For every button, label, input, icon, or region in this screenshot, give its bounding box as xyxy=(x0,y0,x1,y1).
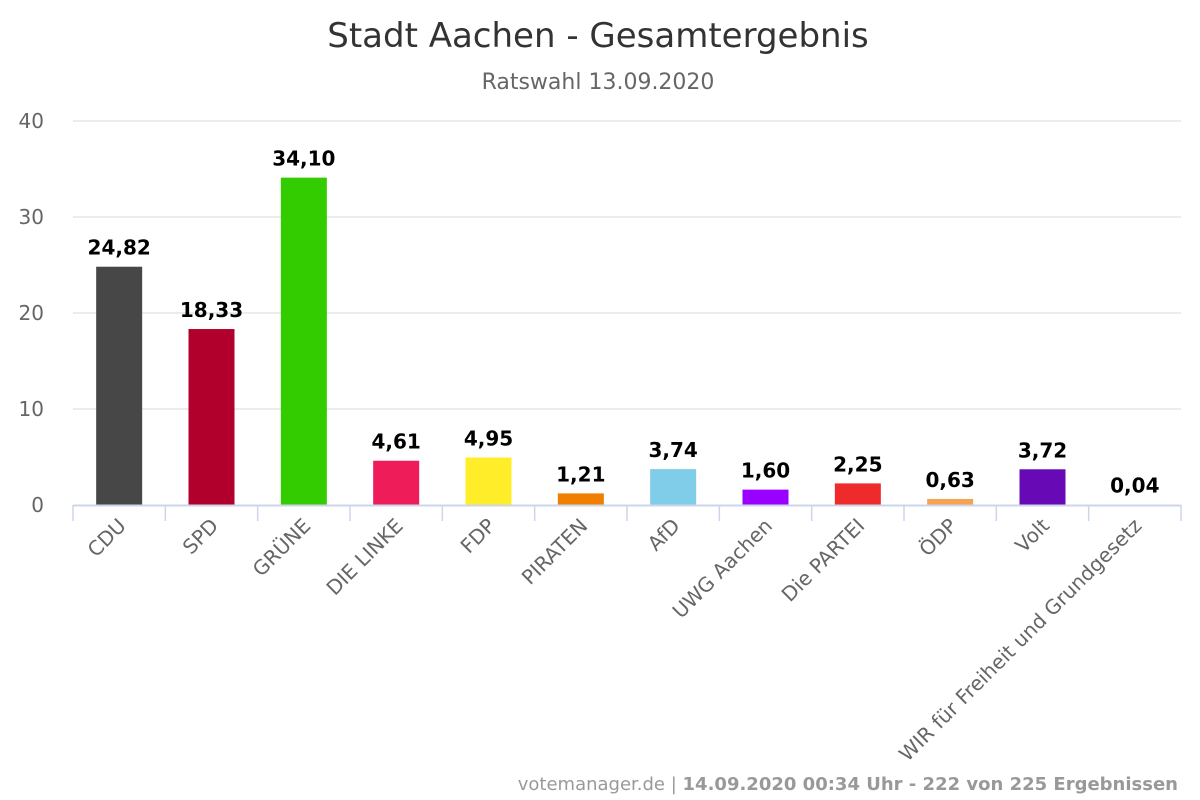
bar[interactable] xyxy=(280,177,327,505)
data-label: 0,63 xyxy=(925,468,974,492)
gridlines xyxy=(73,120,1181,410)
chart-subtitle: Ratswahl 13.09.2020 xyxy=(482,70,715,95)
credit-separator: | xyxy=(665,774,683,795)
x-tick-label: DIE LINKE xyxy=(321,514,407,600)
y-tick-label: 40 xyxy=(19,109,44,133)
y-tick-label: 0 xyxy=(31,493,44,517)
data-label: 1,21 xyxy=(556,462,605,486)
chart-credit: votemanager.de | 14.09.2020 00:34 Uhr - … xyxy=(518,774,1178,795)
y-axis: 0 10 20 30 40 xyxy=(19,109,44,517)
bar[interactable] xyxy=(465,457,512,505)
bar[interactable] xyxy=(373,460,420,505)
data-label: 24,82 xyxy=(88,236,151,260)
y-tick-label: 10 xyxy=(19,397,44,421)
y-tick-label: 30 xyxy=(19,205,44,229)
data-label: 3,74 xyxy=(648,438,697,462)
bar[interactable] xyxy=(834,483,881,505)
bar[interactable] xyxy=(188,329,235,505)
data-labels: 24,82 18,33 34,10 4,61 4,95 1,21 3,74 1,60 2,25 0… xyxy=(88,147,1160,498)
x-tick-label: FDP xyxy=(456,514,501,559)
x-tick-label: PIRATEN xyxy=(517,514,593,590)
bar[interactable] xyxy=(96,266,143,505)
bar[interactable] xyxy=(742,489,789,505)
x-tick-label: ÖDP xyxy=(914,514,962,562)
x-tick-label: GRÜNE xyxy=(248,514,316,582)
x-tick-label: Die PARTEI xyxy=(777,514,870,607)
data-label: 18,33 xyxy=(180,298,243,322)
data-label: 34,10 xyxy=(272,147,335,171)
credit-source: votemanager.de xyxy=(518,774,665,795)
x-tick-label: Volt xyxy=(1010,513,1054,557)
bar[interactable] xyxy=(650,469,697,505)
data-label: 0,04 xyxy=(1110,474,1159,498)
chart-title: Stadt Aachen - Gesamtergebnis xyxy=(327,16,869,56)
data-label: 2,25 xyxy=(833,452,882,476)
data-label: 4,61 xyxy=(371,430,420,454)
data-label: 1,60 xyxy=(741,459,790,483)
x-tick-label: CDU xyxy=(83,514,131,562)
bar[interactable] xyxy=(1019,469,1066,505)
data-label: 3,72 xyxy=(1018,438,1067,462)
data-label: 4,95 xyxy=(464,426,513,450)
credit-status: 14.09.2020 00:34 Uhr - 222 von 225 Ergeb… xyxy=(683,774,1178,795)
bar[interactable] xyxy=(927,498,974,505)
bars xyxy=(96,177,1158,505)
x-tick-label: AfD xyxy=(643,514,685,556)
bar[interactable] xyxy=(557,493,604,505)
y-tick-label: 20 xyxy=(19,301,44,325)
x-tick-label: SPD xyxy=(178,514,223,559)
